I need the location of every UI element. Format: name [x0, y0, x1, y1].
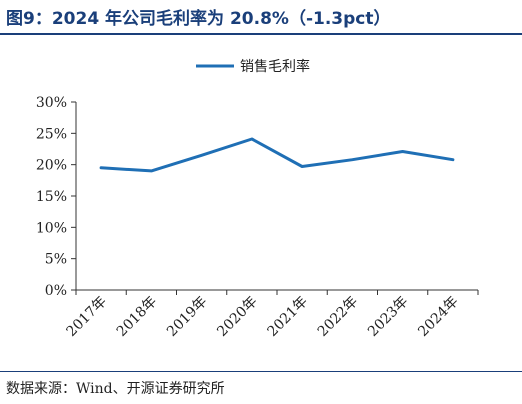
x-tick-label: 2019年 — [164, 294, 210, 340]
x-tick-label: 2021年 — [265, 294, 311, 340]
axes — [75, 102, 478, 291]
y-tick-label: 15% — [36, 189, 67, 205]
legend: 销售毛利率 — [196, 58, 310, 75]
y-tick-label: 0% — [45, 283, 67, 299]
series-line — [99, 137, 455, 173]
x-tick-label: 2020年 — [214, 294, 260, 340]
x-axis-ticks: 2017年 2018年 2019年 2020年 2021年 2022年 2023年 2024年 — [64, 290, 479, 340]
x-tick-label: 2022年 — [315, 294, 361, 340]
title-underline — [0, 33, 522, 35]
y-tick-label: 10% — [36, 220, 67, 236]
source-divider — [0, 371, 522, 372]
y-tick-label: 30% — [36, 95, 67, 111]
y-tick-label: 5% — [45, 252, 67, 268]
x-tick-label: 2023年 — [365, 294, 411, 340]
y-tick-label: 20% — [36, 158, 67, 174]
x-tick-label: 2018年 — [114, 294, 160, 340]
source-note: 数据来源：Wind、开源证券研究所 — [6, 381, 225, 397]
legend-label: 销售毛利率 — [240, 58, 310, 75]
figure-title: 图9：2024 年公司毛利率为 20.8%（-1.3pct） — [6, 9, 391, 29]
line-chart: 销售毛利率 0% 5% 10% 15% 20% 25% 30% 2017年 2018年 2019… — [36, 58, 479, 340]
y-axis-ticks: 0% 5% 10% 15% 20% 25% 30% — [36, 95, 76, 299]
x-tick-label: 2017年 — [64, 294, 110, 340]
y-tick-label: 25% — [36, 126, 67, 142]
x-tick-label: 2024年 — [415, 294, 461, 340]
